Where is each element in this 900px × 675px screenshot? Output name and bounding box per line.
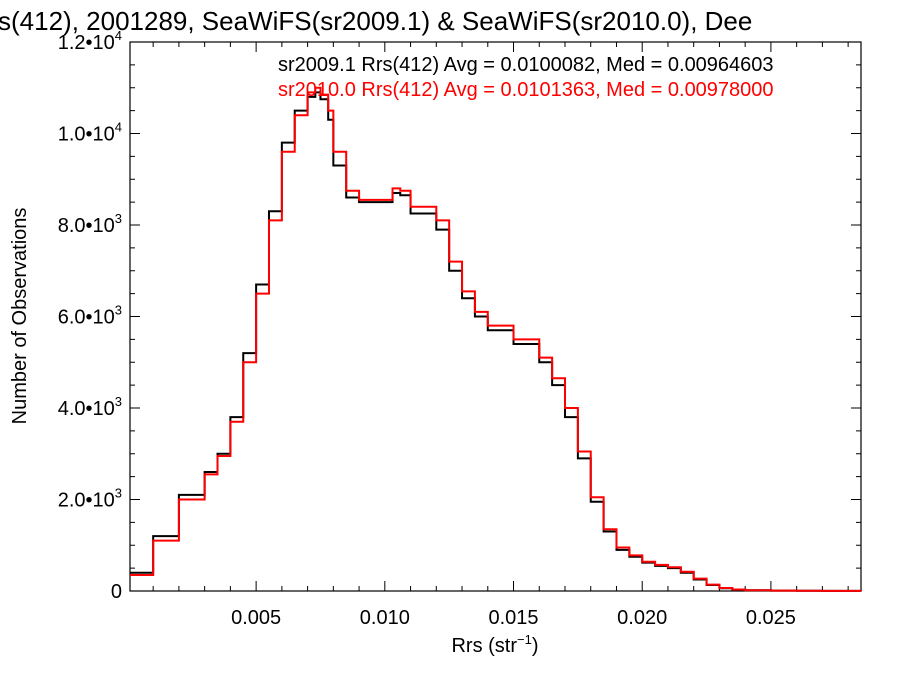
y-tick-label: 8.0•103 bbox=[58, 211, 122, 237]
x-tick-label: 0.015 bbox=[488, 607, 538, 629]
plot-frame bbox=[129, 41, 862, 592]
x-axis-label-close: ) bbox=[532, 635, 539, 657]
x-axis-label-superscript: −1 bbox=[517, 632, 532, 647]
y-tick-label: 4.0•103 bbox=[58, 394, 122, 420]
x-tick-label: 0.010 bbox=[360, 607, 410, 629]
chart-title: s(412), 2001289, SeaWiFS(sr2009.1) & Sea… bbox=[0, 6, 752, 36]
y-tick-label: 2.0•103 bbox=[58, 486, 122, 512]
x-axis-label: Rrs (str−1) bbox=[451, 632, 538, 657]
y-axis-label: Number of Observations bbox=[9, 208, 31, 425]
series-line-0 bbox=[130, 91, 862, 592]
series-line-1 bbox=[130, 86, 862, 592]
series-layer bbox=[130, 86, 862, 592]
x-tick-label: 0.005 bbox=[231, 607, 281, 629]
y-tick-label: 0 bbox=[111, 581, 122, 603]
x-axis-label-main: Rrs (str bbox=[451, 635, 517, 657]
legend-entry-sr2010: sr2010.0 Rrs(412) Avg = 0.0101363, Med =… bbox=[278, 79, 774, 101]
x-tick-label: 0.020 bbox=[617, 607, 667, 629]
x-axis: 0.005 0.010 0.015 0.020 0.025 bbox=[152, 42, 849, 629]
y-tick-label: 1.2•104 bbox=[58, 28, 122, 54]
y-axis: 0 2.0•103 4.0•103 6.0•103 8.0•103 1.0•104 1.2•… bbox=[58, 28, 861, 603]
y-tick-label: 1.0•104 bbox=[58, 120, 122, 146]
legend-entry-sr2009: sr2009.1 Rrs(412) Avg = 0.0100082, Med =… bbox=[278, 54, 774, 76]
y-tick-label: 6.0•103 bbox=[58, 303, 122, 329]
x-tick-label: 0.025 bbox=[746, 607, 796, 629]
